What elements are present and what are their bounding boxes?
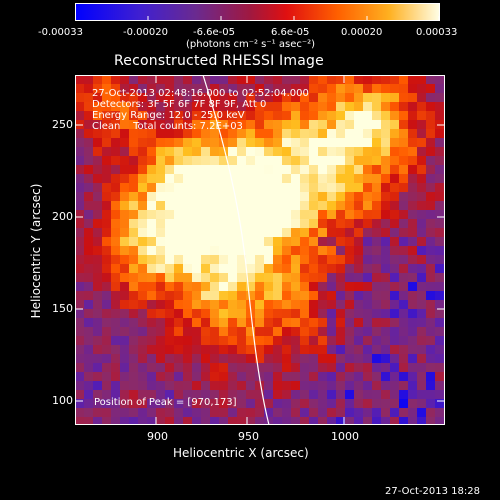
colorbar-unit-label: (photons cm⁻² s⁻¹ asec⁻²) (186, 39, 316, 50)
time-range-label: 27-Oct-2013 02:48:16.000 to 02:52:04.000 (92, 88, 309, 99)
rhessi-image-panel (75, 75, 445, 425)
peak-position-label: Position of Peak = [970,173] (94, 397, 237, 408)
colorbar-tick-label: 0.00033 (416, 27, 458, 38)
colorbar-tick-label: -6.6e-05 (193, 27, 235, 38)
energy-range-label: Energy Range: 12.0 - 25.0 keV (92, 110, 245, 121)
colorbar-tick-label: -0.00020 (123, 27, 168, 38)
x-tick-label: 950 (238, 430, 259, 443)
colorbar-tick-label: -0.00033 (38, 27, 83, 38)
solar-limb-line (202, 75, 270, 425)
y-tick-label: 100 (52, 394, 73, 407)
plot-title: Reconstructed RHESSI Image (114, 53, 324, 69)
y-axis-title: Heliocentric Y (arcsec) (29, 183, 43, 319)
image-pixels (75, 75, 445, 425)
colorbar-gradient (75, 3, 440, 21)
detectors-label: Detectors: 3F 5F 6F 7F 8F 9F, Att 0 (92, 99, 267, 110)
clean-counts-label: Clean Total counts: 7.2E+03 (92, 121, 243, 132)
x-tick-label: 1000 (331, 430, 359, 443)
x-tick-label: 900 (147, 430, 168, 443)
y-tick-label: 150 (52, 302, 73, 315)
y-tick-label: 250 (52, 118, 73, 131)
y-tick-label: 200 (52, 210, 73, 223)
plot-frame (75, 75, 445, 425)
colorbar-tick-label: 6.6e-05 (271, 27, 310, 38)
colorbar (75, 3, 440, 21)
colorbar-tick-label: 0.00020 (341, 27, 383, 38)
footer-timestamp: 27-Oct-2013 18:28 (385, 486, 480, 497)
x-axis-title: Heliocentric X (arcsec) (173, 446, 309, 460)
